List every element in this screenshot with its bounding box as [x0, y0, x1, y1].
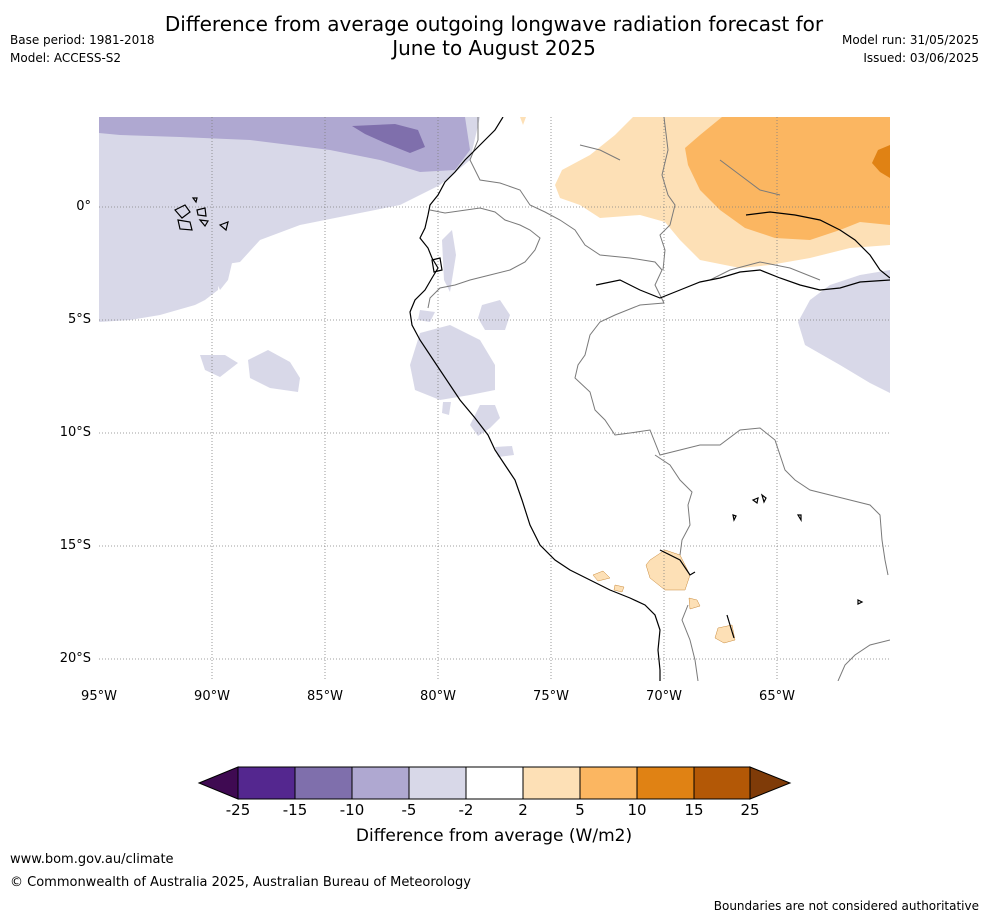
colorbar-tick: -5 — [401, 801, 417, 819]
blob-5 — [478, 300, 510, 330]
lon-label-80w: 80°W — [420, 689, 456, 704]
colorbar-tick: -10 — [339, 801, 365, 819]
map-area — [99, 117, 890, 681]
blob-6 — [418, 310, 435, 322]
east-anomaly-light-purple — [798, 270, 890, 393]
blob-3 — [248, 350, 300, 392]
lon-label-90w: 90°W — [194, 689, 230, 704]
lon-label-75w: 75°W — [533, 689, 569, 704]
orange-blob-6 — [714, 624, 736, 644]
country-borders — [427, 117, 890, 681]
amazon-anomaly-mid-orange — [685, 117, 890, 240]
lon-label-85w: 85°W — [307, 689, 343, 704]
model-run-date: Model run: 31/05/2025 — [841, 33, 979, 47]
colorbar-tick: 5 — [575, 801, 585, 819]
blob-8 — [442, 402, 451, 415]
coastlines — [174, 117, 890, 681]
lon-label-70w: 70°W — [646, 689, 682, 704]
lat-label-20s: 20°S — [59, 651, 91, 666]
footer-copyright: © Commonwealth of Australia 2025, Austra… — [10, 875, 471, 890]
blob-7 — [410, 325, 495, 400]
ocean-anomaly-light-purple — [99, 117, 480, 322]
orange-blob-5 — [688, 597, 701, 610]
orange-blob-3 — [592, 570, 611, 582]
title-line-1: Difference from average outgoing longwav… — [164, 12, 824, 36]
lon-label-95w: 95°W — [81, 689, 117, 704]
footer-url[interactable]: www.bom.gov.au/climate — [10, 852, 174, 867]
footer-disclaimer: Boundaries are not considered authoritat… — [713, 899, 979, 913]
base-period: Base period: 1981-2018 — [10, 33, 155, 47]
colorbar-tick: -15 — [282, 801, 308, 819]
orange-blob-4 — [613, 584, 625, 593]
orange-blob-1 — [520, 117, 526, 125]
blob-2 — [200, 355, 238, 377]
colorbar-label: Difference from average (W/m2) — [355, 826, 633, 846]
amazon-anomaly-dark-orange — [872, 145, 890, 178]
lat-label-5s: 5°S — [67, 312, 91, 327]
blob-4 — [442, 230, 456, 292]
left-metadata: Base period: 1981-2018 Model: ACCESS-S2 — [10, 31, 155, 67]
lat-label-10s: 10°S — [59, 425, 91, 440]
right-metadata: Model run: 31/05/2025 Issued: 03/06/2025 — [842, 31, 979, 67]
graticule — [99, 117, 890, 681]
title-line-2: June to August 2025 — [392, 36, 596, 60]
orange-blob-2 — [645, 549, 691, 591]
blob-1 — [215, 262, 232, 290]
colorbar-tick: 25 — [740, 801, 760, 819]
colorbar-tick: -25 — [225, 801, 251, 819]
issued-date: Issued: 03/06/2025 — [863, 51, 979, 65]
colorbar-tick: 15 — [684, 801, 704, 819]
lat-label-15s: 15°S — [59, 538, 91, 553]
chart-title: Difference from average outgoing longwav… — [0, 12, 988, 60]
lon-label-65w: 65°W — [759, 689, 795, 704]
colorbar-tick: -2 — [458, 801, 474, 819]
model-name: Model: ACCESS-S2 — [10, 51, 122, 65]
blob-10 — [495, 446, 514, 457]
colorbar-tick: 2 — [518, 801, 528, 819]
lat-label-0: 0° — [76, 199, 91, 214]
blob-9 — [470, 405, 500, 436]
ocean-anomaly-dark-purple — [352, 124, 425, 153]
colorbar-tick: 10 — [627, 801, 647, 819]
